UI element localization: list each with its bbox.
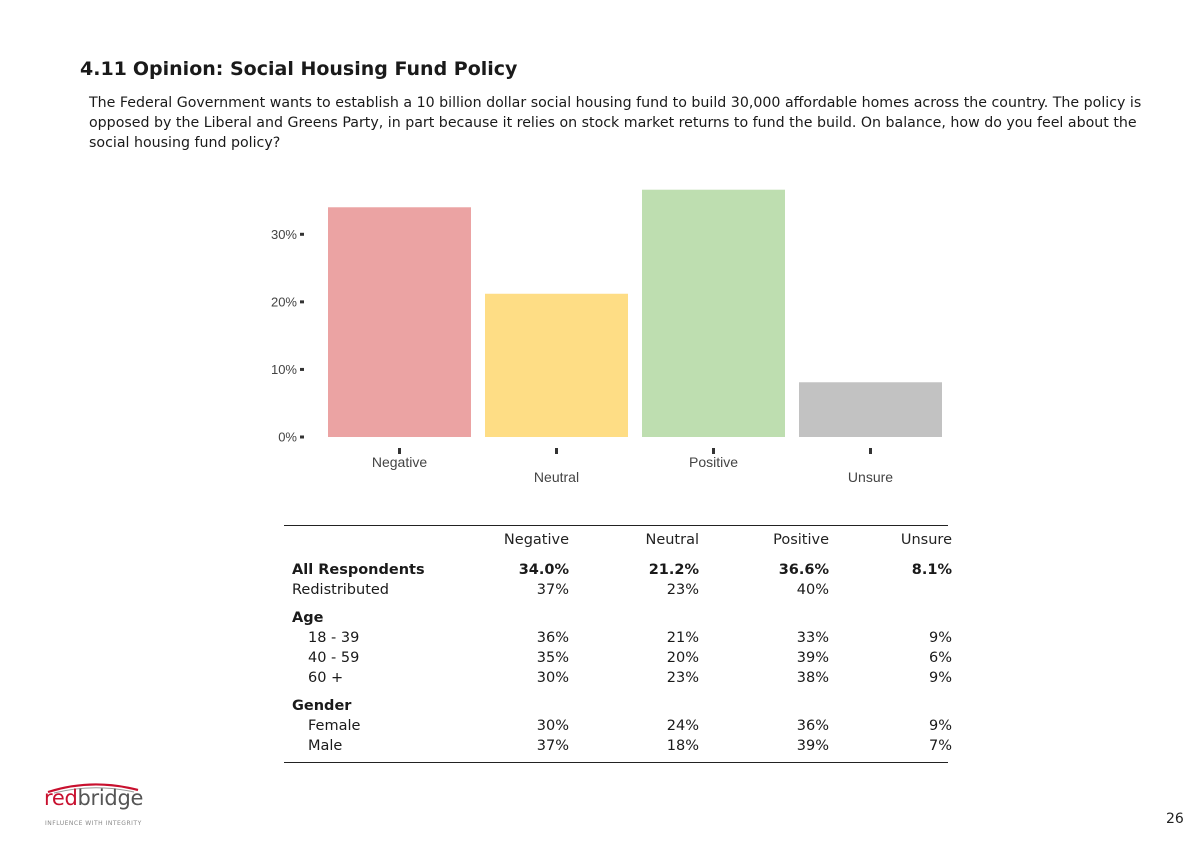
row-label: Female [308,718,361,734]
y-tick-mark [300,435,304,439]
x-tick-label: Positive [689,454,738,470]
table-cell [439,696,569,716]
table-cell: 21.2% [648,562,699,578]
column-header: Unsure [900,532,952,548]
table-cell [829,580,952,600]
table-cell: 37% [536,738,569,754]
table-cell: 36% [796,718,829,734]
table-cell: 7% [928,738,952,754]
table-row: Redistributed 37% 23% 40% [284,580,948,600]
group-label: Age [292,610,324,626]
x-tick-mark [398,448,401,454]
table-cell: 20% [666,650,699,666]
section-number: 4.11 [80,58,127,80]
section-title: Opinion: Social Housing Fund Policy [132,58,518,80]
table-cell: 30% [536,670,569,686]
table-cell [829,696,952,716]
table-cell: 39% [796,650,829,666]
x-tick-mark [712,448,715,454]
table-cell [829,608,952,628]
table-header-row: Negative Neutral Positive Unsure [284,526,952,554]
logo-arc-icon [47,783,139,794]
logo-wordmark-red: red [44,786,78,810]
table-cell [439,608,569,628]
question-text: The Federal Government wants to establis… [89,95,1142,151]
y-tick-label: 30% [271,227,297,242]
logo-wordmark: redbridge [44,786,143,810]
table-row: 18 - 39 36% 21% 33% 9% [284,628,952,648]
table-cell: 18% [666,738,699,754]
table-group-row: Age [284,608,948,628]
table-cell: 8.1% [911,562,952,578]
table-row: All Respondents 34.0% 21.2% 36.6% 8.1% [284,560,952,580]
table-group-row: Gender [284,696,948,716]
table-cell: 34.0% [518,562,569,578]
y-tick-mark [300,367,304,371]
table-cell: 23% [666,582,699,598]
bar-chart: 0% 10% 20% 30% Negative Neutral Positive Unsure [271,189,942,485]
row-label: Male [308,738,343,754]
table-row: Male 37% 18% 39% 7% [284,736,952,756]
table-cell: 23% [666,670,699,686]
y-tick-mark [300,300,304,304]
logo-tagline: INFLUENCE WITH INTEGRITY [45,820,142,827]
bar-unsure [799,382,942,437]
row-label: 18 - 39 [308,630,360,646]
group-label: Gender [292,698,352,714]
table-cell: 39% [796,738,829,754]
column-header: Positive [773,532,829,548]
results-table: Negative Neutral Positive Unsure All Res… [284,525,952,763]
column-header: Negative [503,532,569,548]
row-label: Redistributed [292,582,390,598]
x-tick-mark [555,448,558,454]
bar-negative [328,207,471,437]
table-cell: 35% [536,650,569,666]
table-row: Female 30% 24% 36% 9% [284,716,952,736]
page-number: 26 [1166,811,1184,827]
x-tick-label: Unsure [848,469,893,485]
bar-neutral [485,293,628,437]
table-body: All Respondents 34.0% 21.2% 36.6% 8.1% Redist… [284,560,952,756]
y-tick-label: 10% [271,362,297,377]
x-tick-mark [869,448,872,454]
row-label: 40 - 59 [308,650,360,666]
y-tick-label: 0% [278,430,297,445]
table-cell: 9% [928,670,952,686]
table-cell: 9% [928,718,952,734]
logo-wordmark-grey: bridge [77,786,144,810]
table-cell: 9% [928,630,952,646]
table-cell [569,608,699,628]
table-cell [699,608,829,628]
table-cell: 6% [928,650,952,666]
table-cell: 21% [666,630,699,646]
table-cell: 38% [796,670,829,686]
table-cell: 24% [666,718,699,734]
table-row: 40 - 59 35% 20% 39% 6% [284,648,952,668]
x-tick-label: Negative [372,454,427,470]
table-cell [699,696,829,716]
table-cell [569,696,699,716]
table-cell: 30% [536,718,569,734]
row-label: All Respondents [292,562,425,578]
y-tick-mark [300,232,304,236]
table-cell: 36% [536,630,569,646]
table-cell: 40% [796,582,829,598]
bar-positive [642,189,785,437]
column-header: Neutral [645,532,699,548]
row-label: 60 + [308,670,344,686]
x-tick-label: Neutral [534,469,579,485]
table-cell: 37% [536,582,569,598]
table-cell: 33% [796,630,829,646]
table-header-blank [284,526,439,554]
y-tick-label: 20% [271,294,297,309]
redbridge-logo: redbridge INFLUENCE WITH INTEGRITY [44,780,154,830]
table-cell: 36.6% [778,562,829,578]
table-row: 60 + 30% 23% 38% 9% [284,668,952,688]
section-heading: 4.11 Opinion: Social Housing Fund Policy [80,58,517,80]
